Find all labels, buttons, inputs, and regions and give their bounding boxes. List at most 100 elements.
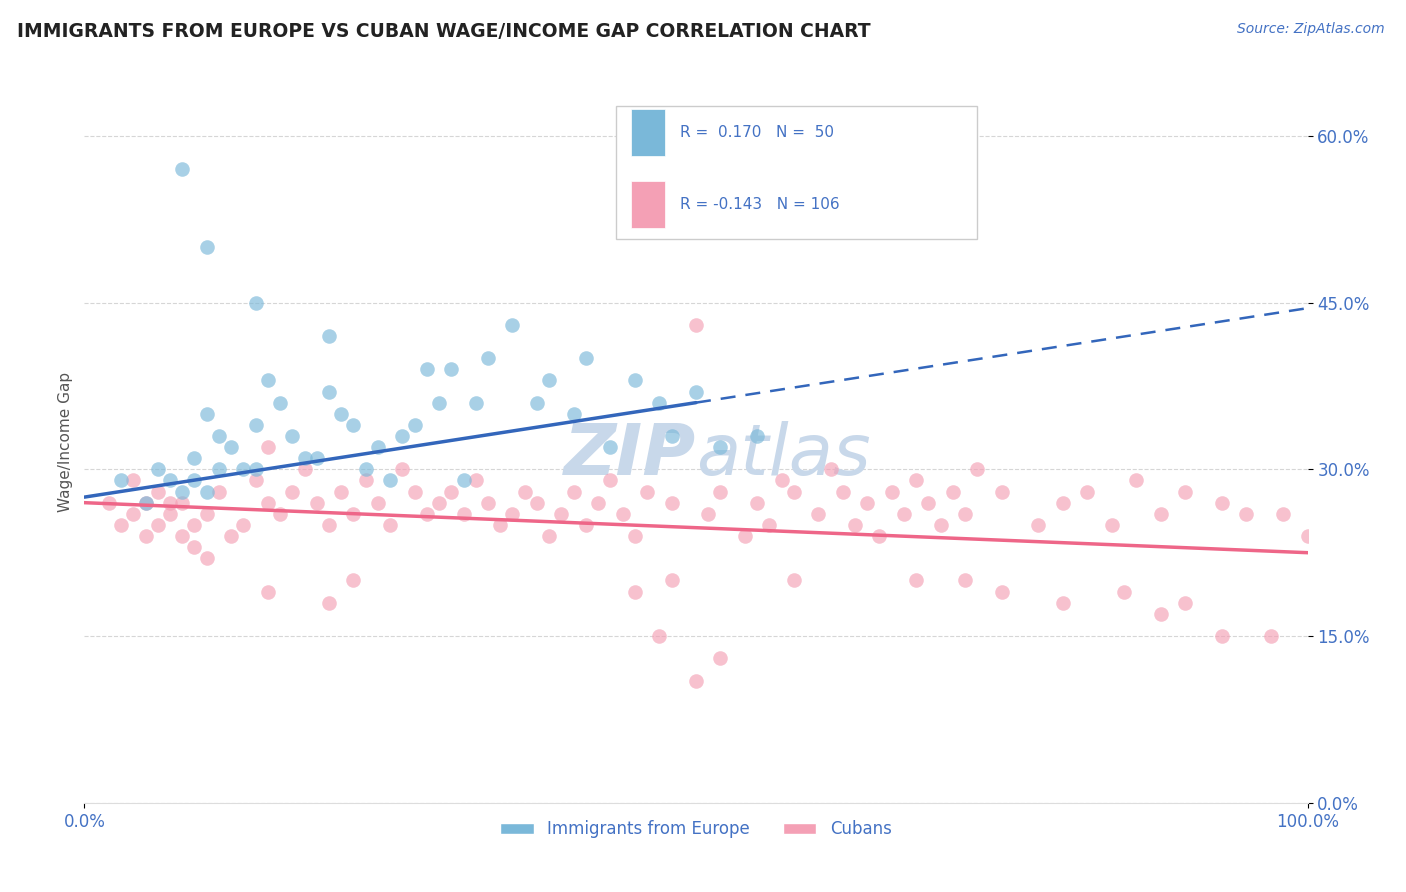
Point [146,462,169,476]
Point [440,484,463,499]
Point [599,474,621,488]
Point [404,484,426,499]
Point [146,484,169,499]
Point [135,496,157,510]
Point [232,517,254,532]
Point [758,517,780,532]
Point [453,507,475,521]
Point [404,417,426,432]
Point [257,440,280,454]
Point [526,496,548,510]
Point [159,474,181,488]
Text: R = -0.143   N = 106: R = -0.143 N = 106 [681,197,839,212]
Point [917,496,939,510]
Point [697,507,720,521]
Point [991,484,1014,499]
Point [869,529,891,543]
Point [195,551,218,566]
Point [183,451,205,466]
Text: IMMIGRANTS FROM EUROPE VS CUBAN WAGE/INCOME GAP CORRELATION CHART: IMMIGRANTS FROM EUROPE VS CUBAN WAGE/INC… [17,22,870,41]
Point [380,517,402,532]
Point [269,395,291,409]
Point [807,507,830,521]
Point [586,496,609,510]
Point [380,474,402,488]
Point [538,373,561,387]
Point [367,440,389,454]
Point [929,517,952,532]
Point [172,162,194,177]
Point [330,407,353,421]
Point [305,451,328,466]
Point [820,462,842,476]
Point [648,629,671,643]
Point [195,407,218,421]
Point [893,507,915,521]
Point [991,584,1014,599]
Point [685,384,707,399]
Point [110,474,132,488]
Point [245,295,267,310]
Point [1260,629,1282,643]
Point [342,507,364,521]
Point [416,362,439,376]
Point [477,496,499,510]
Point [294,462,316,476]
Point [135,496,157,510]
Text: R =  0.170   N =  50: R = 0.170 N = 50 [681,125,834,140]
Point [770,474,793,488]
FancyBboxPatch shape [631,181,665,228]
Point [257,584,280,599]
Point [1211,496,1233,510]
Point [831,484,853,499]
Point [1052,496,1074,510]
Point [183,517,205,532]
Point [575,351,598,366]
Point [661,574,683,588]
Point [905,474,928,488]
Point [942,484,965,499]
Point [1296,529,1319,543]
Point [709,651,731,665]
Point [502,507,524,521]
Point [966,462,988,476]
Point [110,517,132,532]
Point [599,440,621,454]
Point [416,507,439,521]
Point [747,429,769,443]
Point [172,529,194,543]
Point [219,440,242,454]
Point [661,429,683,443]
Point [905,574,928,588]
Point [427,395,450,409]
Point [783,484,806,499]
Point [245,462,267,476]
Point [709,440,731,454]
Point [648,395,671,409]
Point [257,496,280,510]
Point [1125,474,1147,488]
Text: atlas: atlas [696,422,870,491]
Point [172,496,194,510]
Point [1076,484,1098,499]
Point [624,584,647,599]
Point [427,496,450,510]
Point [219,529,242,543]
Point [953,574,976,588]
Point [269,507,291,521]
Point [330,484,353,499]
Point [159,507,181,521]
Point [159,496,181,510]
Point [318,517,340,532]
Point [342,574,364,588]
FancyBboxPatch shape [631,109,665,156]
Point [391,429,413,443]
Point [367,496,389,510]
Point [1174,484,1197,499]
Point [550,507,572,521]
Point [624,373,647,387]
Point [354,474,377,488]
Point [464,395,486,409]
Point [685,318,707,332]
Point [685,673,707,688]
